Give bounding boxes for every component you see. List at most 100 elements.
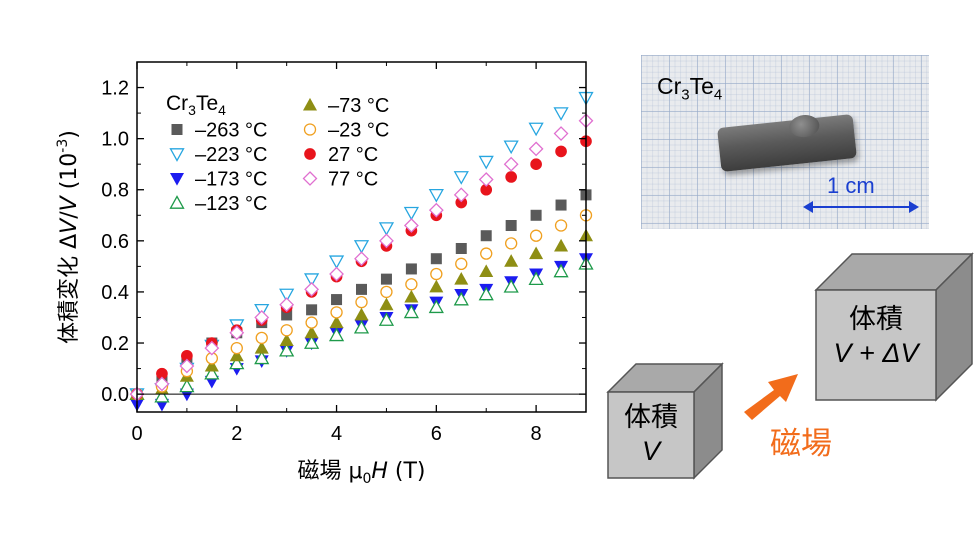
legend-marker	[304, 148, 316, 160]
legend-label: 77 °C	[328, 169, 378, 191]
data-point	[454, 272, 469, 285]
large-cube-line2: V + ΔV	[833, 338, 919, 368]
field-arrow-label: 磁場	[770, 426, 832, 461]
data-point	[528, 271, 544, 286]
data-point	[455, 257, 468, 270]
data-point	[480, 230, 492, 242]
series-5	[130, 209, 593, 401]
data-point	[529, 246, 544, 260]
data-point	[204, 340, 220, 356]
data-point	[279, 288, 295, 303]
data-point	[353, 240, 370, 254]
legend-label: 27 °C	[328, 144, 378, 166]
data-point	[229, 355, 245, 370]
legend-marker	[302, 171, 318, 186]
data-point	[328, 255, 345, 270]
data-point	[279, 297, 295, 313]
data-point	[529, 229, 543, 242]
data-point	[229, 325, 245, 341]
data-point	[254, 350, 270, 365]
data-point	[428, 188, 444, 203]
data-point	[380, 285, 393, 299]
large-cube-line1: 体積	[849, 304, 903, 334]
small-cube-line1: 体積	[624, 402, 678, 432]
legend-marker	[169, 195, 185, 209]
data-point	[304, 273, 320, 287]
data-point	[480, 247, 493, 260]
data-point	[305, 316, 318, 329]
small-cube-label: 体積 V	[608, 400, 694, 468]
data-point	[503, 140, 519, 155]
legend-label: –73 °C	[328, 95, 389, 117]
data-point	[504, 237, 518, 250]
data-point	[503, 278, 519, 293]
data-point	[379, 297, 394, 311]
y-tick-label: 0.4	[101, 282, 129, 304]
data-point	[280, 324, 293, 337]
plot-frame	[136, 61, 587, 413]
data-point	[428, 202, 444, 218]
data-point	[430, 253, 442, 265]
x-tick-label: 8	[531, 423, 542, 445]
data-point	[254, 341, 269, 354]
photo-label: Cr3Te4	[657, 73, 723, 104]
legend-marker	[302, 97, 318, 111]
data-point	[530, 158, 542, 171]
data-point	[154, 376, 170, 392]
series-3	[129, 255, 594, 403]
data-point	[279, 333, 294, 346]
data-point	[230, 341, 243, 355]
data-point	[378, 312, 395, 326]
data-point	[379, 233, 394, 249]
data-point	[403, 304, 419, 319]
data-point	[354, 251, 369, 267]
data-point	[478, 155, 494, 170]
data-point	[430, 267, 443, 281]
x-tick-label: 0	[131, 423, 142, 445]
data-point	[403, 206, 419, 221]
data-point	[479, 264, 494, 277]
y-tick-label: 0.2	[101, 333, 129, 355]
legend-label: –223 °C	[195, 144, 268, 166]
data-point	[405, 278, 418, 291]
legend-label: –173 °C	[195, 169, 268, 191]
legend-label: –263 °C	[195, 120, 268, 142]
y-tick-label: 0.8	[101, 180, 129, 202]
data-point	[404, 289, 419, 303]
data-point	[255, 331, 268, 345]
data-point	[403, 218, 419, 233]
data-point	[478, 286, 494, 301]
data-point	[528, 122, 544, 137]
data-point	[555, 145, 567, 158]
data-point	[478, 172, 494, 187]
data-point	[204, 365, 220, 380]
specimen-bump	[788, 113, 821, 139]
data-point	[554, 238, 569, 252]
data-point	[555, 199, 567, 211]
data-point	[304, 335, 320, 349]
data-point	[179, 378, 195, 393]
data-point	[528, 141, 544, 157]
data-point	[355, 283, 367, 295]
data-point	[503, 156, 519, 172]
data-point	[154, 388, 170, 403]
legend-title: Cr3Te4	[166, 92, 226, 118]
data-point	[453, 171, 469, 185]
data-point	[405, 263, 417, 275]
data-point	[453, 291, 469, 306]
y-tick-label: 1.0	[101, 129, 129, 151]
data-point	[204, 358, 219, 372]
data-point	[279, 342, 295, 357]
legend-marker	[171, 124, 183, 136]
data-point	[453, 187, 469, 203]
data-point	[428, 299, 444, 314]
chart-axes: 0 2 4 6 8 0.0 0.2 0.4 0.6 0.8 1.0 1.2 磁場 μ0H (T) 体積変化…	[55, 61, 587, 487]
data-point	[355, 295, 368, 309]
data-point	[229, 348, 244, 362]
legend-marker	[169, 148, 185, 162]
data-point	[380, 273, 392, 285]
large-cube-label: 体積 V + ΔV	[816, 302, 936, 370]
y-tick-label: 0.6	[101, 231, 129, 253]
y-axis-label: 体積変化 ΔV/V (10-3)	[55, 130, 82, 344]
data-point	[304, 281, 320, 297]
